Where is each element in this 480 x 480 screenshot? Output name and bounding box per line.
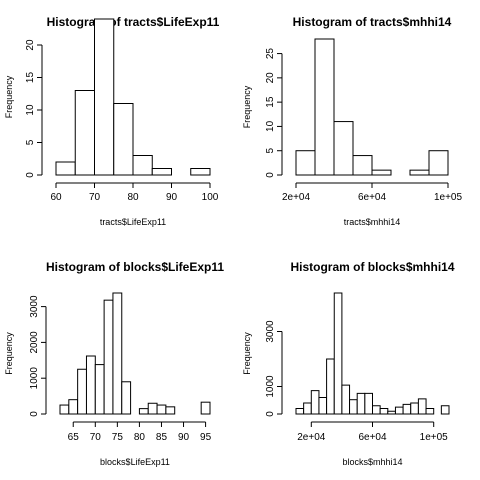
chart-2-bar xyxy=(409,169,430,176)
chart-3-x-tick-label: 90 xyxy=(178,432,190,443)
chart-1-title: Histogram of tracts$LifeExp11 xyxy=(47,15,220,29)
chart-3-x-tick-label: 75 xyxy=(112,432,124,443)
chart-2-bar xyxy=(428,150,449,176)
chart-4-x-tick-label: 6e+04 xyxy=(358,432,387,443)
chart-4-x-tick-label: 2e+04 xyxy=(297,432,326,443)
chart-3-x-tick-label: 70 xyxy=(90,432,102,443)
chart-2-title: Histogram of tracts$mhhi14 xyxy=(293,15,452,29)
chart-2-y-tick-label: 25 xyxy=(265,48,276,60)
chart-4-bar xyxy=(425,408,435,415)
chart-3-bar xyxy=(121,381,132,415)
chart-3-bar xyxy=(59,404,70,415)
chart-3-x-tick-label: 95 xyxy=(200,432,212,443)
chart-4-bar xyxy=(333,292,343,415)
chart-2-x-tick-label: 2e+04 xyxy=(282,192,311,203)
chart-1-x-tick-label: 70 xyxy=(89,192,101,203)
chart-3-bar xyxy=(138,408,149,415)
chart-4-y-tick-label: 0 xyxy=(265,411,276,417)
chart-4-y-tick-label: 3000 xyxy=(265,320,276,343)
chart-1-x-tick-label: 100 xyxy=(202,192,219,203)
chart-4-bar xyxy=(417,398,427,415)
chart-3-x-tick-label: 85 xyxy=(156,432,168,443)
chart-3-y-tick-label: 2000 xyxy=(29,331,40,354)
chart-4-title: Histogram of blocks$mhhi14 xyxy=(290,260,454,274)
chart-3-x-tick-label: 65 xyxy=(68,432,80,443)
chart-3-y-tick-label: 3000 xyxy=(29,295,40,318)
chart-1-y-tick-label: 20 xyxy=(25,39,36,51)
chart-2-y-tick-label: 5 xyxy=(265,147,276,153)
chart-1-y-tick-label: 5 xyxy=(25,139,36,145)
chart-1-bar xyxy=(190,168,211,176)
chart-2-y-tick-label: 10 xyxy=(265,120,276,132)
chart-4-bar xyxy=(303,402,312,415)
chart-4-bar xyxy=(440,405,450,415)
chart-3-bar xyxy=(77,368,87,415)
chart-1-x-tick-label: 90 xyxy=(166,192,178,203)
chart-3-y-tick-label: 1000 xyxy=(29,367,40,390)
chart-4-bar xyxy=(318,397,328,415)
chart-4-bar xyxy=(310,390,320,415)
chart-3-bar xyxy=(200,401,211,415)
chart-3-bar xyxy=(156,404,167,415)
chart-3-bar xyxy=(165,406,176,415)
chart-1-bar xyxy=(132,155,153,176)
chart-3-y-tick-label: 0 xyxy=(29,411,40,417)
chart-4-bar xyxy=(394,406,404,415)
chart-4-bar xyxy=(349,399,358,415)
chart-4-bar xyxy=(326,358,335,415)
chart-1-y-axis-label: Frequency xyxy=(4,75,14,118)
chart-4-bar xyxy=(295,408,305,415)
chart-2-bar xyxy=(371,169,392,176)
chart-2-x-tick-label: 6e+04 xyxy=(358,192,387,203)
chart-1-x-axis-label: tracts$LifeExp11 xyxy=(100,217,166,227)
chart-2-bar xyxy=(295,150,316,176)
chart-3-bar xyxy=(147,402,158,415)
chart-3-bar xyxy=(103,299,114,415)
chart-2-x-tick-label: 1e+05 xyxy=(434,192,463,203)
chart-3-bar xyxy=(85,355,96,415)
chart-1-x-tick-label: 80 xyxy=(127,192,139,203)
chart-4-bar xyxy=(402,403,412,415)
chart-1-x-tick-label: 60 xyxy=(50,192,62,203)
chart-2-bar xyxy=(352,155,373,176)
chart-1-bar xyxy=(74,90,95,176)
chart-4-bar xyxy=(356,392,366,415)
chart-2-y-tick-label: 15 xyxy=(265,96,276,108)
chart-1-bar xyxy=(113,103,134,176)
chart-2-y-tick-label: 20 xyxy=(265,72,276,84)
chart-4-bar xyxy=(387,410,396,415)
chart-3-bar xyxy=(112,292,123,415)
chart-4-x-axis-label: blocks$mhhi14 xyxy=(342,457,402,467)
chart-1-bar xyxy=(55,161,76,176)
chart-3-bar xyxy=(68,399,79,415)
chart-3-x-axis-label: blocks$LifeExp11 xyxy=(100,457,170,467)
chart-2-y-axis-label: Frequency xyxy=(242,85,252,128)
chart-4-x-tick-label: 1e+05 xyxy=(420,432,449,443)
chart-2-y-tick-label: 0 xyxy=(265,172,276,178)
chart-3-x-tick-label: 80 xyxy=(134,432,146,443)
chart-4-y-axis-label: Frequency xyxy=(242,332,252,375)
chart-4-bar xyxy=(341,384,351,415)
chart-1-bar xyxy=(151,168,172,176)
chart-1-bar xyxy=(94,18,115,176)
chart-2-x-axis-label: tracts$mhhi14 xyxy=(344,217,401,227)
chart-4-bar xyxy=(364,392,374,415)
chart-3-y-axis-label: Frequency xyxy=(4,332,14,375)
chart-4-bar xyxy=(372,405,381,415)
chart-2-bar xyxy=(314,38,335,176)
chart-4-y-tick-label: 1000 xyxy=(265,375,276,398)
chart-2-bar xyxy=(333,121,354,176)
chart-1-y-tick-label: 0 xyxy=(25,172,36,178)
chart-3-bar xyxy=(94,364,105,415)
chart-4-bar xyxy=(410,402,419,415)
chart-1-y-tick-label: 15 xyxy=(25,72,36,84)
chart-1-y-tick-label: 10 xyxy=(25,104,36,116)
chart-4-bar xyxy=(379,408,389,415)
chart-3-title: Histogram of blocks$LifeExp11 xyxy=(46,260,224,274)
